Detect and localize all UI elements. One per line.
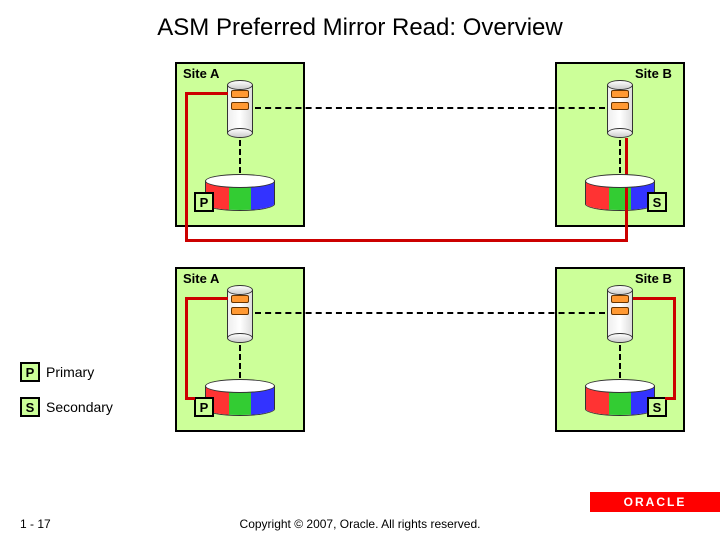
scenario2-conn-b2	[673, 297, 676, 397]
scenario1-conn-3	[185, 92, 188, 242]
copyright: Copyright © 2007, Oracle. All rights res…	[240, 517, 481, 531]
scenario2-site-b-label: Site B	[635, 271, 672, 286]
scenario2-conn-a2	[185, 297, 188, 397]
scenario2-badge-s: S	[647, 397, 667, 417]
scenario1-server-a	[227, 80, 253, 138]
scenario2-server-a-to-disk	[239, 345, 241, 378]
page-number: 1 - 17	[20, 517, 51, 531]
scenario2-server-b-to-disk	[619, 345, 621, 378]
legend-secondary: S Secondary	[20, 397, 113, 417]
scenario1-badge-p: P	[194, 192, 214, 212]
scenario1-disk-b	[585, 174, 655, 214]
scenario1-site-b-label: Site B	[635, 66, 672, 81]
scenario2-conn-a3	[185, 397, 195, 400]
scenario2-badge-p: P	[194, 397, 214, 417]
scenario2-site-a-label: Site A	[183, 271, 219, 286]
scenario1-server-b	[607, 80, 633, 138]
scenario1-server-a-to-disk	[239, 140, 241, 173]
scenario1-server-b-to-disk	[619, 140, 621, 173]
scenario2-conn-b3	[665, 397, 676, 400]
diagram-area: Site A Site B	[0, 52, 720, 472]
scenario2-conn-b1	[633, 297, 676, 300]
scenario1-site-a-label: Site A	[183, 66, 219, 81]
page-title: ASM Preferred Mirror Read: Overview	[0, 0, 720, 52]
scenario1-conn-4	[185, 92, 228, 95]
scenario2-conn-a1	[185, 297, 228, 300]
legend-secondary-box: S	[20, 397, 40, 417]
legend-secondary-label: Secondary	[46, 399, 113, 415]
footer: 1 - 17 Copyright © 2007, Oracle. All rig…	[0, 508, 720, 540]
scenario2-server-link	[255, 312, 605, 314]
scenario1-disk-a	[205, 174, 275, 214]
legend-primary: P Primary	[20, 362, 94, 382]
scenario1-conn-1	[625, 138, 628, 242]
scenario2-disk-a	[205, 379, 275, 419]
scenario1-conn-2	[185, 239, 628, 242]
scenario2-disk-b	[585, 379, 655, 419]
legend-primary-label: Primary	[46, 364, 94, 380]
scenario2-server-a	[227, 285, 253, 343]
legend-primary-box: P	[20, 362, 40, 382]
scenario1-badge-s: S	[647, 192, 667, 212]
scenario2-server-b	[607, 285, 633, 343]
scenario1-server-link	[255, 107, 605, 109]
